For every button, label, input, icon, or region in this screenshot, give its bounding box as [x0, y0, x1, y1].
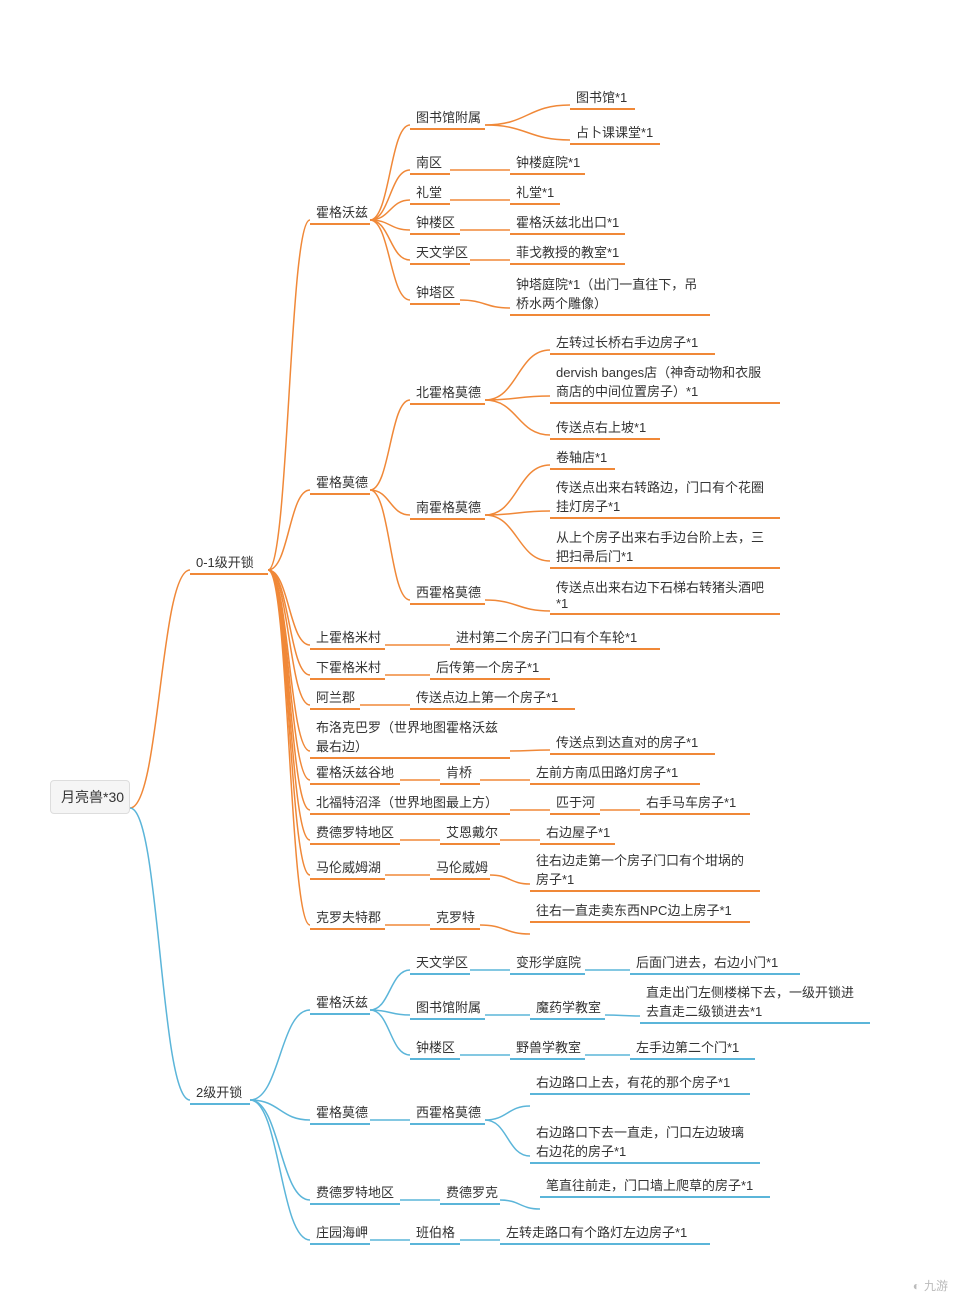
node-nft2: 右手马车房子*1 — [640, 790, 750, 815]
node-hgw_lib1: 图书馆*1 — [570, 85, 635, 110]
node-l1b: 2级开锁 — [190, 1080, 250, 1105]
node-hmd_s2: 传送点出来右转路边，门口有个花圈挂灯房子*1 — [550, 475, 780, 519]
node-alq: 阿兰郡 — [310, 685, 360, 710]
node-hgw_hall1: 礼堂*1 — [510, 180, 560, 205]
node-hmd_w: 西霍格莫德 — [410, 580, 485, 605]
node-bhgw_b2: 左手边第二个门*1 — [630, 1035, 755, 1060]
node-hmd_s: 南霍格莫德 — [410, 495, 485, 520]
node-hgw_hall: 礼堂 — [410, 180, 450, 205]
node-hgw_tow: 钟塔区 — [410, 280, 460, 305]
node-hgw_s: 南区 — [410, 150, 450, 175]
node-nft1: 匹于河 — [550, 790, 600, 815]
node-bzy1: 班伯格 — [410, 1220, 460, 1245]
node-hmd_n: 北霍格莫德 — [410, 380, 485, 405]
node-bhmd_w2: 右边路口下去一直走，门口左边玻璃右边花的房子*1 — [530, 1120, 760, 1164]
watermark-text: 九游 — [924, 1277, 948, 1294]
node-dhg1: 后传第一个房子*1 — [430, 655, 550, 680]
node-hmd_n1: 左转过长桥右手边房子*1 — [550, 330, 715, 355]
node-bfdl: 费德罗特地区 — [310, 1180, 400, 1205]
node-fdl: 费德罗特地区 — [310, 820, 400, 845]
node-root: 月亮兽*30 — [50, 780, 130, 814]
node-hgw_ast1: 菲戈教授的教室*1 — [510, 240, 625, 265]
node-bhgw_b1: 野兽学教室 — [510, 1035, 585, 1060]
node-bzy: 庄园海岬 — [310, 1220, 370, 1245]
node-mlw1: 马伦威姆 — [430, 855, 490, 880]
node-hgw_bell: 钟楼区 — [410, 210, 460, 235]
node-hmd_w1: 传送点出来右边下石梯右转猪头酒吧*1 — [550, 575, 780, 615]
node-gd1: 肯桥 — [440, 760, 480, 785]
node-l1a: 0-1级开锁 — [190, 550, 268, 575]
node-bhgw: 霍格沃兹 — [310, 990, 370, 1015]
node-hmd_s1: 卷轴店*1 — [550, 445, 615, 470]
node-hgw_tow1: 钟塔庭院*1（出门一直往下，吊桥水两个雕像） — [510, 272, 710, 316]
mindmap-canvas: 月亮兽*300-1级开锁2级开锁霍格沃兹图书馆附属图书馆*1占卜课课堂*1南区钟… — [10, 20, 950, 1280]
node-bhmd_w1: 右边路口上去，有花的那个房子*1 — [530, 1070, 750, 1095]
node-blk1: 传送点到达直对的房子*1 — [550, 730, 715, 755]
node-bfdl2: 笔直往前走，门口墙上爬草的房子*1 — [540, 1173, 770, 1198]
node-gd: 霍格沃兹谷地 — [310, 760, 400, 785]
node-bhmd: 霍格莫德 — [310, 1100, 370, 1125]
node-mlw2: 往右边走第一个房子门口有个坩埚的房子*1 — [530, 848, 760, 892]
node-mlw: 马伦威姆湖 — [310, 855, 385, 880]
node-hgw_s1: 钟楼庭院*1 — [510, 150, 585, 175]
node-blk: 布洛克巴罗（世界地图霍格沃兹最右边） — [310, 715, 510, 759]
node-bzy2: 左转走路口有个路灯左边房子*1 — [500, 1220, 710, 1245]
node-nft: 北福特沼泽（世界地图最上方） — [310, 790, 510, 815]
node-alq1: 传送点边上第一个房子*1 — [410, 685, 575, 710]
node-bfdl1: 费德罗克 — [440, 1180, 500, 1205]
node-bhmd_w: 西霍格莫德 — [410, 1100, 485, 1125]
node-bhgw_a1: 变形学庭院 — [510, 950, 585, 975]
node-klf2: 往右一直走卖东西NPC边上房子*1 — [530, 898, 750, 923]
node-klf: 克罗夫特郡 — [310, 905, 385, 930]
node-hgw_lib: 图书馆附属 — [410, 105, 485, 130]
node-bhgw_l2: 直走出门左侧楼梯下去，一级开锁进去直走二级锁进去*1 — [640, 980, 870, 1024]
node-hgw: 霍格沃兹 — [310, 200, 370, 225]
logo-icon: ◐ — [913, 1279, 920, 1293]
node-hgw_lib2: 占卜课课堂*1 — [570, 120, 660, 145]
node-klf1: 克罗特 — [430, 905, 480, 930]
node-bhgw_l: 图书馆附属 — [410, 995, 485, 1020]
node-bhgw_a2: 后面门进去，右边小门*1 — [630, 950, 800, 975]
node-bhgw_b: 钟楼区 — [410, 1035, 460, 1060]
node-hmd_n2: dervish banges店（神奇动物和衣服商店的中间位置房子）*1 — [550, 360, 780, 404]
node-hmd: 霍格莫德 — [310, 470, 370, 495]
watermark: ◐ 九游 — [913, 1277, 948, 1294]
node-fdl2: 右边屋子*1 — [540, 820, 615, 845]
node-uhg: 上霍格米村 — [310, 625, 385, 650]
node-fdl1: 艾恩戴尔 — [440, 820, 500, 845]
node-hmd_s3: 从上个房子出来右手边台阶上去，三把扫帚后门*1 — [550, 525, 780, 569]
node-hgw_ast: 天文学区 — [410, 240, 470, 265]
node-hmd_n3: 传送点右上坡*1 — [550, 415, 660, 440]
node-dhg: 下霍格米村 — [310, 655, 385, 680]
node-hgw_bell1: 霍格沃兹北出口*1 — [510, 210, 625, 235]
node-uhg1: 进村第二个房子门口有个车轮*1 — [450, 625, 660, 650]
node-bhgw_l1: 魔药学教室 — [530, 995, 605, 1020]
node-bhgw_a: 天文学区 — [410, 950, 470, 975]
node-gd2: 左前方南瓜田路灯房子*1 — [530, 760, 700, 785]
